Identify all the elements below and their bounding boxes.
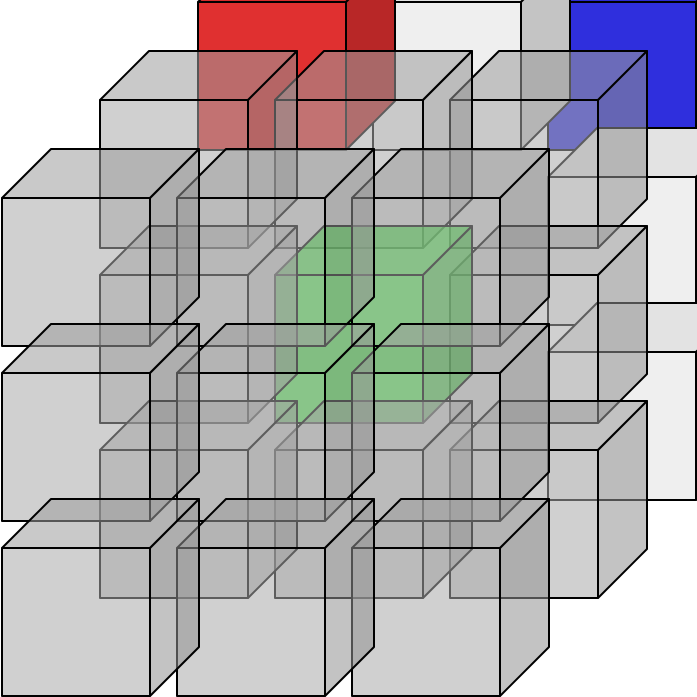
cube-front-r0-c2-gray xyxy=(351,148,550,347)
cube-front-r2-c1-gray xyxy=(176,498,375,697)
cube-front-r1-c1-gray xyxy=(176,323,375,522)
cube-front-r1-c0-gray xyxy=(1,323,200,522)
cube-front-r2-c2-gray xyxy=(351,498,550,697)
cube-front-face xyxy=(1,547,151,697)
cube-front-r0-c1-gray xyxy=(176,148,375,347)
cube-front-r0-c0-gray xyxy=(1,148,200,347)
cube-front-r2-c0-gray xyxy=(1,498,200,697)
cube-front-r1-c2-gray xyxy=(351,323,550,522)
